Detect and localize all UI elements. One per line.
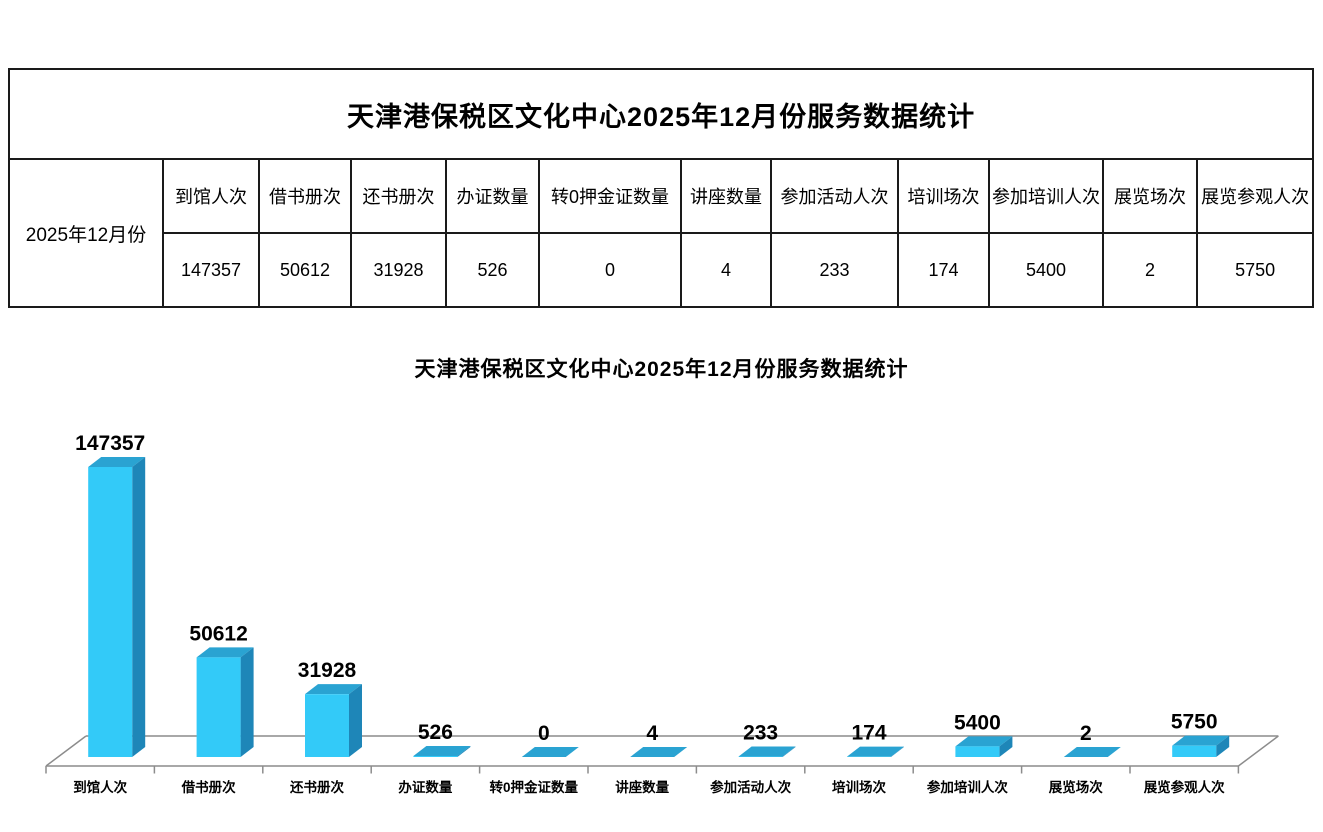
bar-value-label: 5400 xyxy=(954,711,1001,734)
col-header-visits: 到馆人次 xyxy=(162,158,260,234)
bar-value-label: 233 xyxy=(743,722,778,745)
chart-floor-left-edge xyxy=(45,735,87,767)
category-label: 讲座数量 xyxy=(615,779,669,795)
category-label: 展览场次 xyxy=(1049,779,1103,795)
bar-value-label: 2 xyxy=(1080,722,1092,745)
bar-front-face xyxy=(413,755,458,757)
col-header-books-returned: 还书册次 xyxy=(350,158,447,234)
value-books-borrowed: 50612 xyxy=(258,232,352,308)
bar-front-face xyxy=(1172,745,1217,757)
bar-value-label: 174 xyxy=(851,722,886,745)
bar-top-face xyxy=(521,747,579,757)
value-cards-issued: 526 xyxy=(445,232,540,308)
bar-side-face xyxy=(457,745,471,757)
bar-top-face xyxy=(630,746,688,757)
bar-side-face xyxy=(891,746,904,757)
value-lectures: 4 xyxy=(680,232,772,308)
bar-top-face xyxy=(738,746,796,757)
bar-side-face xyxy=(349,684,362,757)
bar-side-face xyxy=(782,746,796,757)
table-row-header: 2025年12月份 xyxy=(8,158,164,308)
bar-top-face xyxy=(955,736,1013,747)
col-header-lectures: 讲座数量 xyxy=(680,158,772,234)
stats-table: 天津港保税区文化中心2025年12月份服务数据统计 2025年12月份 到馆人次… xyxy=(7,68,1315,308)
bar-top-face xyxy=(196,647,254,658)
bar-top-face xyxy=(1063,746,1121,757)
bar-value-label: 4 xyxy=(646,722,658,745)
col-header-cards-issued: 办证数量 xyxy=(445,158,540,234)
bar-value-label: 5750 xyxy=(1171,711,1218,734)
col-header-exhibitions: 展览场次 xyxy=(1102,158,1198,234)
value-visits: 147357 xyxy=(162,232,260,308)
bar-front-face xyxy=(305,694,349,757)
table-title: 天津港保税区文化中心2025年12月份服务数据统计 xyxy=(7,68,1315,160)
col-header-deposit-cards: 转0押金证数量 xyxy=(538,158,682,234)
bar-side-face xyxy=(240,647,254,757)
chart-title: 天津港保税区文化中心2025年12月份服务数据统计 xyxy=(414,358,909,381)
table-header-row: 2025年12月份 到馆人次 借书册次 还书册次 办证数量 转0押金证数量 讲座… xyxy=(8,158,1315,308)
value-activity-visitors: 233 xyxy=(770,232,899,308)
table-value-row: 147357 50612 31928 526 0 4 233 174 5400 … xyxy=(9,232,1315,308)
bar-top-face xyxy=(413,745,471,756)
value-exhibit-visitors: 5750 xyxy=(1195,232,1315,308)
bar-side-face xyxy=(999,736,1013,757)
bar-value-label: 31928 xyxy=(298,659,357,682)
bar-top-face xyxy=(847,746,904,757)
col-header-books-borrowed: 借书册次 xyxy=(258,158,352,234)
bar-value-label: 0 xyxy=(538,722,550,745)
category-label: 办证数量 xyxy=(398,779,452,795)
bar-value-label: 526 xyxy=(418,721,453,744)
bar-chart: 147357 到馆人次 50612 借书册次 31928 还书册次 526 办证数量 0 转0押金… xyxy=(45,432,1279,795)
bar-front-face xyxy=(955,746,1000,757)
bar-front-face xyxy=(196,657,241,757)
value-training-visitors: 5400 xyxy=(988,232,1104,308)
bar-value-label: 147357 xyxy=(75,432,145,455)
category-label: 转0押金证数量 xyxy=(490,779,579,795)
value-training-sessions: 174 xyxy=(897,232,990,308)
col-header-activity-visitors: 参加活动人次 xyxy=(770,158,899,234)
col-header-exhibit-visitors: 展览参观人次 xyxy=(1195,158,1315,234)
bar-top-face xyxy=(305,684,362,695)
col-header-training-sessions: 培训场次 xyxy=(897,158,990,234)
value-books-returned: 31928 xyxy=(350,232,447,308)
bar-top-face xyxy=(1172,735,1230,746)
category-label: 培训场次 xyxy=(832,779,886,795)
table-title-row: 天津港保税区文化中心2025年12月份服务数据统计 xyxy=(7,68,1315,160)
category-label: 到馆人次 xyxy=(73,779,127,795)
category-label: 参加培训人次 xyxy=(927,779,1008,795)
value-exhibitions: 2 xyxy=(1102,232,1198,308)
value-deposit-cards: 0 xyxy=(538,232,682,308)
col-header-training-visitors: 参加培训人次 xyxy=(988,158,1104,234)
category-label: 还书册次 xyxy=(289,779,344,795)
chart-floor-right-edge xyxy=(1237,735,1279,767)
bar-side-face xyxy=(1216,735,1230,757)
bar-side-face xyxy=(132,457,146,757)
bar-top-face xyxy=(88,457,146,467)
category-label: 借书册次 xyxy=(181,779,236,795)
category-label: 参加活动人次 xyxy=(710,779,791,795)
bar-value-label: 50612 xyxy=(189,622,247,645)
bar-front-face xyxy=(88,467,133,757)
category-label: 展览参观人次 xyxy=(1144,779,1225,795)
